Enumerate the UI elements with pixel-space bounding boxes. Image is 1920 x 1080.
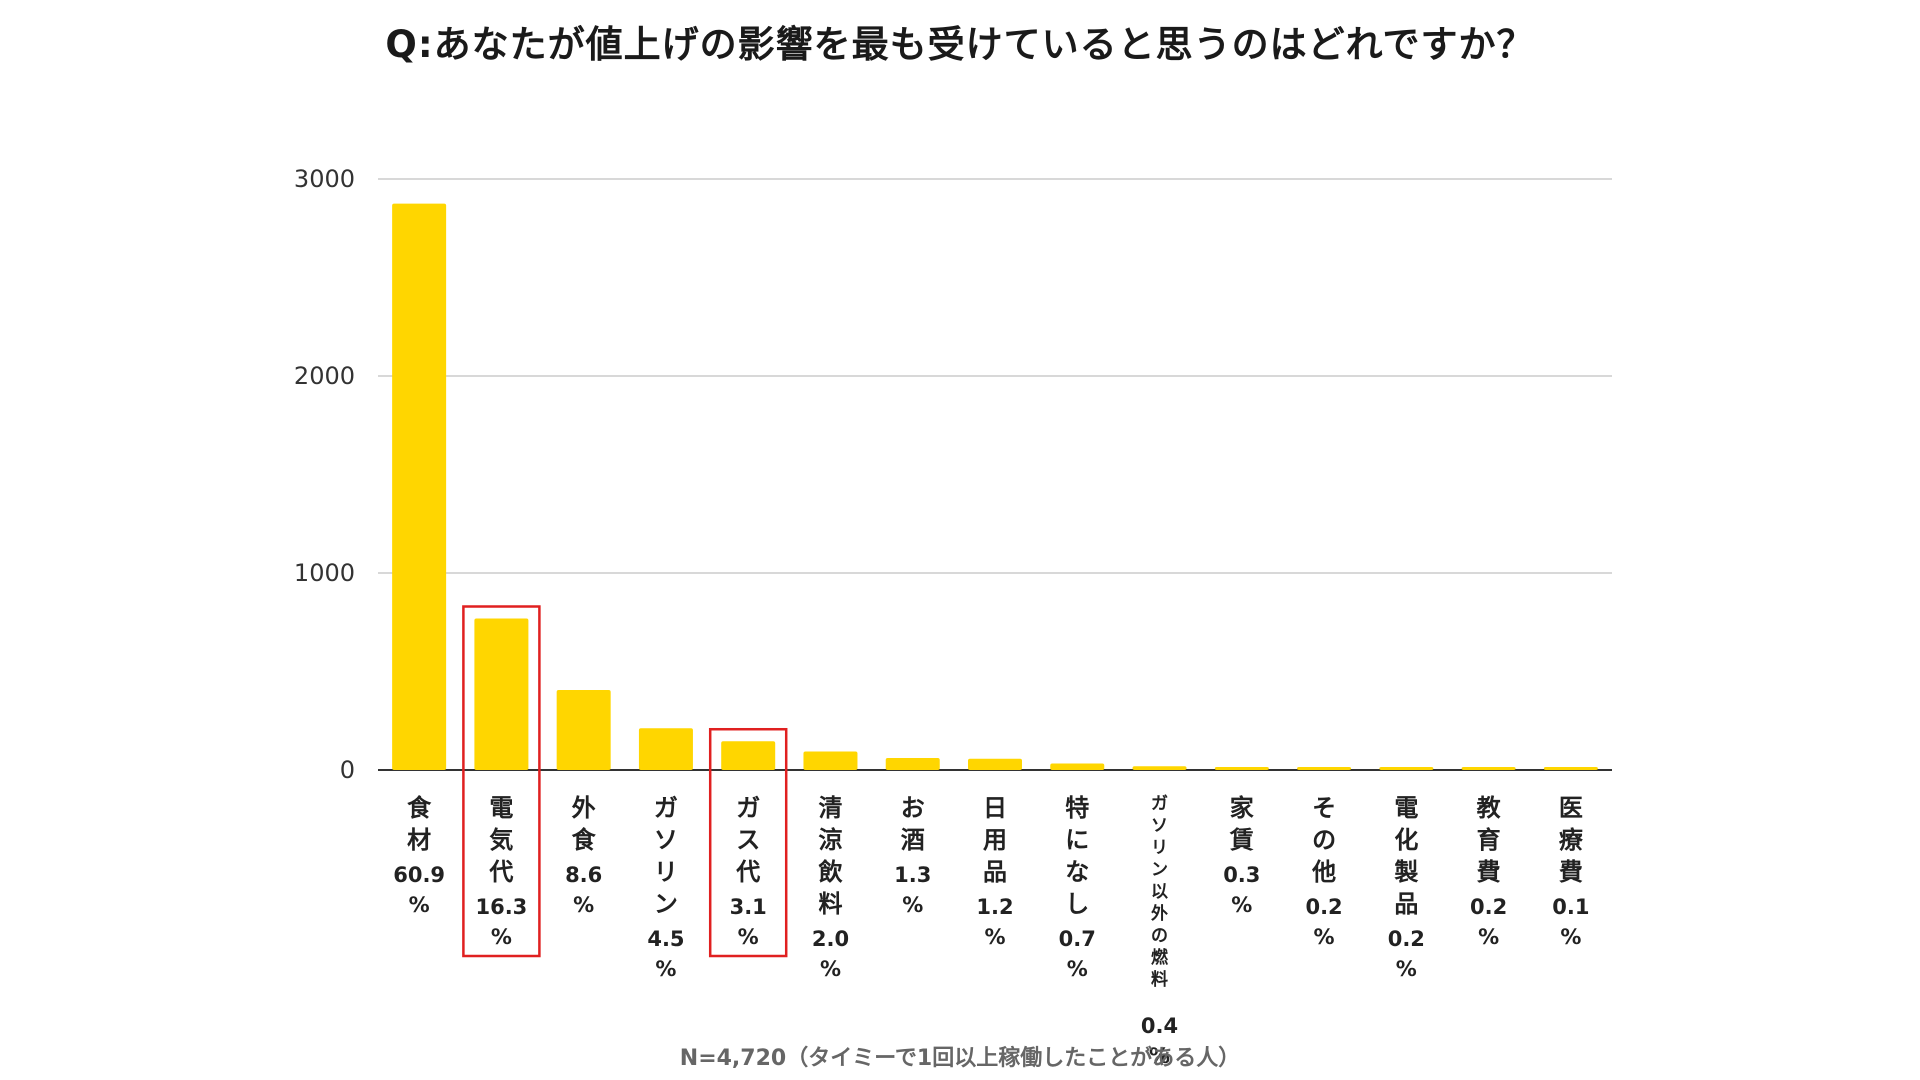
percent-label: 2.0%	[812, 927, 849, 981]
category-label: 清涼飲料	[817, 794, 843, 918]
bar-8	[1050, 763, 1105, 770]
category-label: ガス代	[735, 794, 760, 886]
bar-5	[803, 751, 858, 770]
highlight-box	[462, 605, 541, 958]
bar-4	[721, 741, 776, 770]
category-label: 食材	[407, 794, 432, 854]
category-label: その他	[1311, 794, 1336, 886]
bar-3	[638, 728, 693, 770]
bar-9	[1132, 766, 1187, 770]
category-label: 日用品	[983, 794, 1007, 886]
percent-label: 60.9%	[393, 863, 445, 917]
bar-12	[1379, 767, 1434, 770]
highlight-box	[708, 727, 788, 958]
bar-0	[392, 203, 447, 770]
category-label: 家賃	[1229, 794, 1254, 854]
category-label: お酒	[901, 794, 925, 854]
y-tick-label: 0	[340, 756, 355, 784]
bar-7	[968, 758, 1022, 770]
percent-label: 1.3%	[894, 863, 931, 917]
category-label: ガソリン	[654, 794, 678, 918]
highlight-boxes	[462, 605, 788, 958]
percent-label: 0.2%	[1305, 895, 1342, 949]
y-tick-label: 3000	[294, 165, 355, 193]
bars	[392, 203, 1598, 770]
bar-10	[1214, 767, 1269, 770]
y-axis-ticks: 0 1000 2000 3000	[294, 165, 355, 784]
bar-6	[885, 757, 940, 770]
bar-1	[474, 618, 529, 770]
percent-label: 0.2%	[1388, 927, 1425, 981]
percent-label: 0.3%	[1223, 863, 1260, 917]
percent-label: 4.5%	[647, 927, 684, 981]
category-label: 教育費	[1477, 794, 1502, 886]
percent-label: 1.2%	[976, 895, 1013, 949]
percent-label: 0.1%	[1552, 895, 1589, 949]
chart-title: Q:あなたが値上げの影響を最も受けていると思うのはどれですか？	[385, 23, 1535, 66]
category-label: 外食	[572, 794, 597, 854]
y-tick-label: 1000	[294, 559, 355, 587]
percent-label: 0.2%	[1470, 895, 1507, 949]
gridlines	[378, 178, 1612, 771]
chart-footnote: N=4,720（タイミーで1回以上稼働したことがある人）	[679, 1046, 1241, 1071]
bar-11	[1297, 767, 1352, 770]
category-labels: 食材 60.9 % 電気代 16.3 % 外食 8.6 % ガソリン 4.5 % ガス代 3.1 % 清涼飲料…	[393, 794, 1589, 1068]
percent-label: 8.6%	[565, 863, 602, 917]
category-label: 電気代	[488, 794, 513, 886]
bar-2	[556, 690, 611, 770]
percent-label: 3.1%	[730, 895, 767, 949]
bar-13	[1461, 767, 1516, 770]
percent-label: 0.4%	[1141, 1014, 1178, 1068]
category-label: 電化製品	[1394, 794, 1418, 918]
category-label: 医療費	[1559, 794, 1584, 886]
bar-14	[1543, 767, 1598, 770]
percent-label: 16.3%	[475, 895, 527, 949]
category-label: 特になし	[1065, 794, 1089, 918]
percent-label: 0.7%	[1059, 927, 1096, 981]
y-tick-label: 2000	[294, 362, 355, 390]
category-label: ガソリン以外の燃料	[1151, 794, 1169, 990]
